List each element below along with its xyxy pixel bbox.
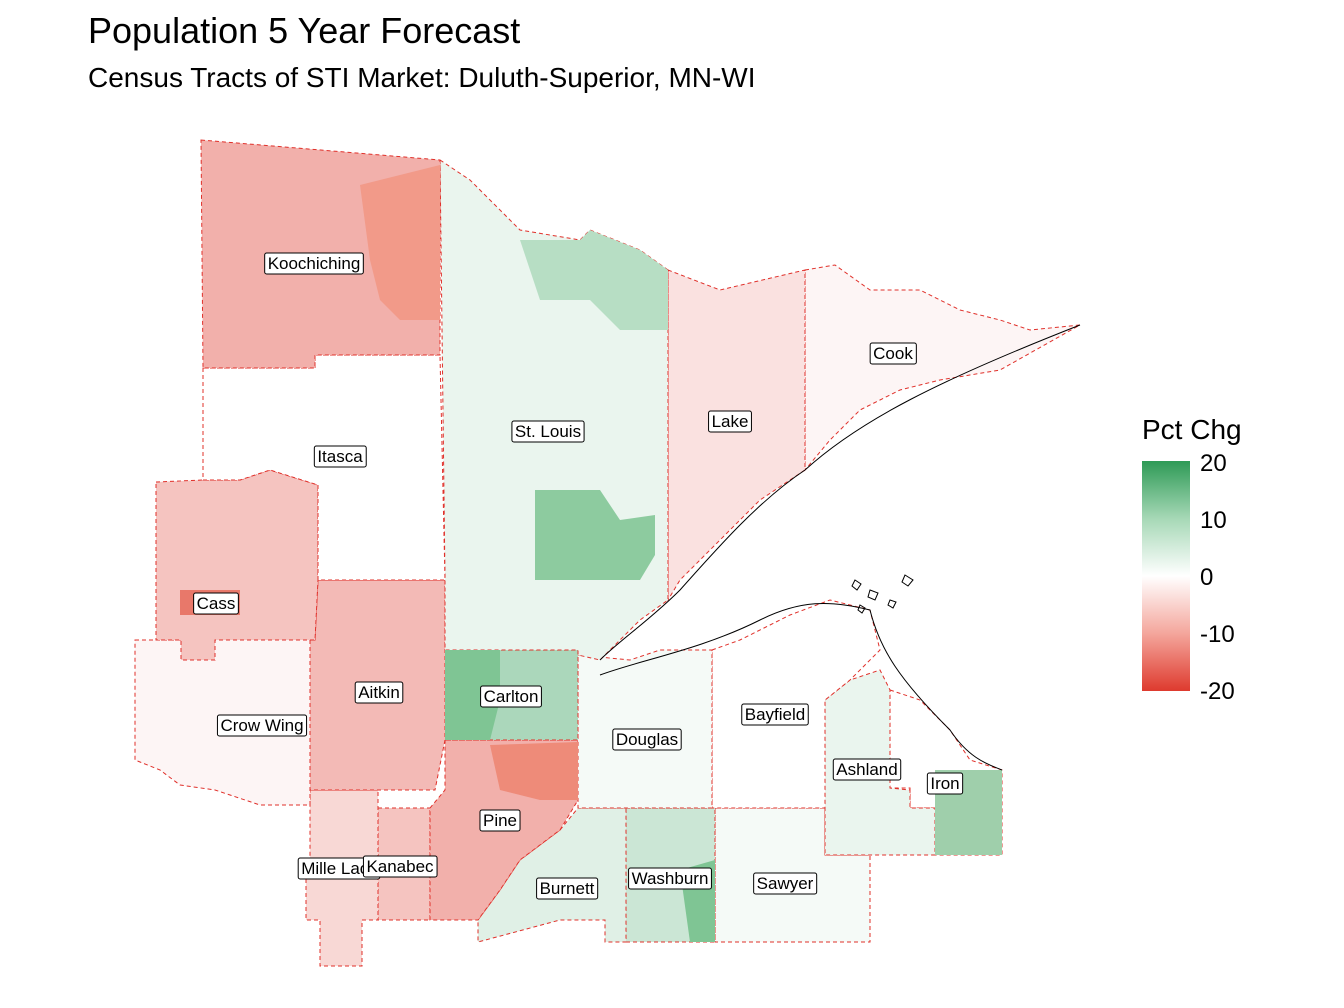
county-cook [804,264,1081,472]
county-label-bayfield: Bayfield [741,703,809,726]
county-label-box [354,681,404,704]
county-label-box [708,410,752,433]
tract-carlton-main [445,650,500,740]
county-label-box [193,592,239,615]
county-label-text: Carlton [484,687,539,706]
county-label-box [264,252,364,275]
legend-tick-20: 20 [1200,450,1227,477]
county-label-itasca: Itasca [313,445,367,468]
tract-st-louis-north [520,230,668,330]
county-label-box [362,855,438,878]
county-label-text: Ashland [836,760,897,779]
tract-st-louis-center [535,490,655,580]
county-label-box [536,877,599,900]
tract-koochiching-east [360,165,440,320]
county-label-text: Washburn [632,869,709,888]
county-label-crow-wing: Crow Wing [216,714,308,737]
county-label-box [628,867,712,890]
county-label-box [741,703,809,726]
county-label-text: Lake [712,412,749,431]
county-lake [667,269,806,602]
county-label-text: Cook [873,344,913,363]
county-label-box [480,685,542,708]
county-st-louis [439,159,669,661]
county-label-kanabec: Kanabec [362,855,438,878]
county-label-iron: Iron [926,772,964,795]
map-title: Population 5 Year Forecast [88,10,521,51]
county-label-text: Mille Lacs [301,859,377,878]
county-label-aitkin: Aitkin [354,681,404,704]
county-label-washburn: Washburn [628,867,712,890]
legend-title: Pct Chg [1142,414,1242,445]
county-label-box [511,420,585,443]
county-label-text: Pine [483,811,517,830]
county-label-box [869,342,917,365]
county-label-text: Burnett [540,879,595,898]
apostle-islands [851,574,914,614]
county-label-lake: Lake [708,410,752,433]
legend-tick-10: 10 [1200,507,1227,534]
county-label-mille-lacs: Mille Lacs [297,857,381,880]
legend-tick-neg10: -10 [1200,621,1235,648]
county-label-box [832,758,902,781]
map-subtitle: Census Tracts of STI Market: Duluth-Supe… [88,62,756,93]
county-label-burnett: Burnett [536,877,599,900]
county-label-box [612,728,682,751]
county-label-box [216,714,308,737]
county-label-text: Crow Wing [220,716,303,735]
county-label-text: Koochiching [268,254,361,273]
county-label-text: Itasca [317,447,363,466]
county-label-sawyer: Sawyer [753,872,818,895]
county-label-box [313,445,367,468]
county-label-pine: Pine [479,809,521,832]
county-label-text: Bayfield [745,705,805,724]
county-label-text: Sawyer [757,874,814,893]
county-label-douglas: Douglas [612,728,682,751]
tract-pine-ne [490,742,578,800]
county-label-text: Iron [930,774,959,793]
legend-tick-0: 0 [1200,564,1214,591]
county-label-st-louis: St. Louis [511,420,585,443]
county-label-cass: Cass [193,592,239,615]
county-label-box [479,809,521,832]
county-label-text: Cass [197,594,236,613]
legend-colorbar [1142,461,1190,691]
legend-tick-neg20: -20 [1200,678,1235,705]
county-label-koochiching: Koochiching [264,252,364,275]
county-label-box [926,772,964,795]
county-label-ashland: Ashland [832,758,902,781]
county-label-cook: Cook [869,342,917,365]
county-label-text: Kanabec [366,857,434,876]
county-label-box [753,872,818,895]
county-cass [155,469,319,661]
county-label-text: Douglas [616,730,678,749]
county-label-carlton: Carlton [480,685,542,708]
county-label-text: St. Louis [515,422,581,441]
lake-superior-shoreline [599,324,1081,661]
county-label-text: Aitkin [358,683,400,702]
